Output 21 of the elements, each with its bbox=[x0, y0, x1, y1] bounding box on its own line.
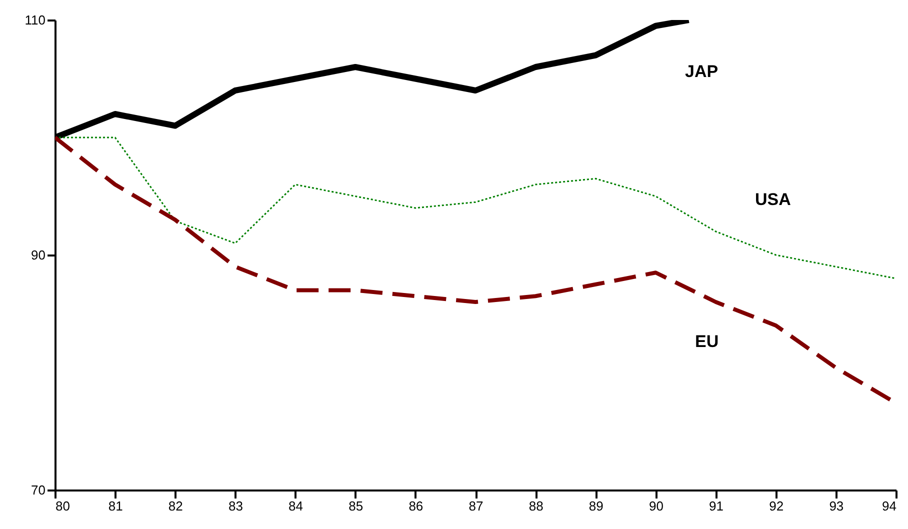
x-tick-label: 94 bbox=[882, 498, 896, 514]
y-tick-label: 110 bbox=[24, 12, 46, 28]
text: USA bbox=[755, 190, 791, 209]
x-tick-label: 83 bbox=[228, 498, 243, 514]
series-label: EU bbox=[695, 332, 719, 351]
y-tick-label: 70 bbox=[31, 482, 46, 498]
y-tick-label: 90 bbox=[31, 248, 46, 262]
text: JAP bbox=[685, 62, 718, 81]
x-tick-label: 87 bbox=[468, 498, 484, 514]
x-tick-label: 90 bbox=[648, 498, 664, 514]
x-tick-label: 91 bbox=[709, 498, 724, 514]
x-tick-label: 88 bbox=[528, 498, 544, 514]
x-tick-label: 81 bbox=[108, 498, 123, 514]
x-tick-label: 92 bbox=[769, 498, 784, 514]
x-tick-label: 85 bbox=[348, 498, 364, 514]
x-tick-label: 89 bbox=[588, 498, 604, 514]
x-tick-label: 86 bbox=[408, 498, 424, 514]
x-tick-label: 82 bbox=[168, 498, 183, 514]
x-tick-label: 84 bbox=[288, 498, 304, 514]
x-tick-label: 93 bbox=[829, 498, 844, 514]
x-tick-label: 80 bbox=[56, 498, 70, 514]
